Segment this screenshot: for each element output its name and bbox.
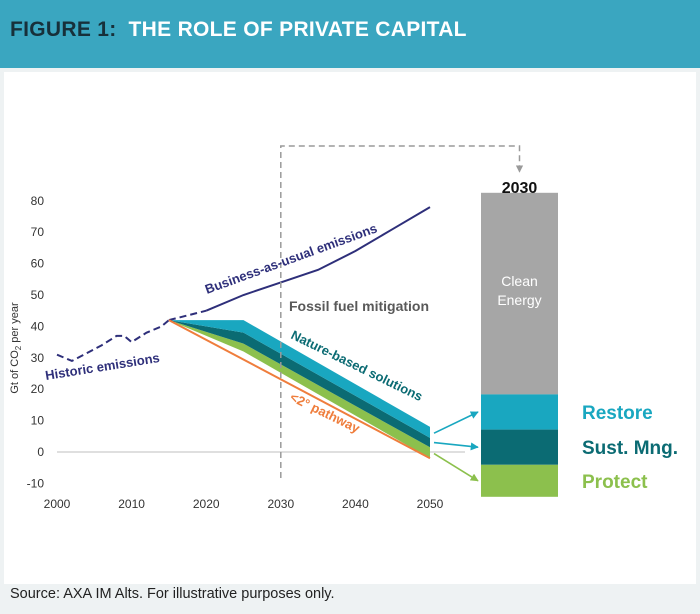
x-tick-label: 2050 [417, 497, 444, 511]
bau-emissions-line [205, 206, 431, 312]
bar-segment-sust-mng [481, 429, 558, 465]
figure-label: FIGURE 1: [10, 18, 117, 41]
fossil-fuel-mitigation-label: Fossil fuel mitigation [289, 298, 429, 314]
bar-segment-clean-energy [481, 192, 558, 395]
legend-sust-mng: Sust. Mng. [582, 438, 678, 459]
y-axis-label: Gt of CO2 per year [9, 302, 23, 394]
pathway-line [168, 319, 431, 460]
y-axis-label-main: Gt of CO [9, 350, 21, 394]
bar-2030: Clean Energy [481, 192, 558, 497]
legend-protect: Protect [582, 472, 648, 493]
figure-header: FIGURE 1: THE ROLE OF PRIVATE CAPITAL [0, 0, 700, 68]
y-tick-label: 0 [37, 445, 44, 459]
chart-card [4, 72, 696, 584]
y-tick-label: 50 [31, 288, 45, 302]
source-note: Source: AXA IM Alts. For illustrative pu… [10, 586, 335, 602]
bar-2030-title: 2030 [502, 180, 538, 197]
legend-restore: Restore [582, 403, 653, 424]
historic-emissions-line [56, 319, 170, 363]
y-axis-label-suffix: per year [9, 302, 21, 346]
y-tick-label: 20 [31, 382, 45, 396]
y-tick-label: 80 [31, 194, 45, 208]
x-tick-label: 2010 [118, 497, 145, 511]
y-tick-label: 70 [31, 225, 45, 239]
x-tick-label: 2000 [44, 497, 71, 511]
x-tick-labels: 2000 2010 2020 2030 2040 2050 [44, 497, 444, 511]
figure-title: FIGURE 1: THE ROLE OF PRIVATE CAPITAL [10, 18, 467, 42]
x-tick-label: 2040 [342, 497, 369, 511]
arrow-to-restore [433, 411, 479, 434]
y-tick-label: -10 [27, 476, 45, 490]
clean-energy-label: Energy [497, 292, 541, 308]
bar-2030-arrows [433, 411, 479, 482]
historic-emissions-label: Historic emissions [44, 350, 161, 383]
bau-emissions-label: Business-as-usual emissions [203, 220, 379, 296]
y-tick-label: 30 [31, 351, 45, 365]
year-2030-connector [280, 145, 524, 478]
clean-energy-label: Clean [501, 273, 538, 289]
x-tick-label: 2030 [267, 497, 294, 511]
y-tick-labels: -10 0 10 20 30 40 50 60 70 80 [27, 194, 45, 491]
y-axis-label-subscript: 2 [14, 345, 23, 350]
x-tick-label: 2020 [193, 497, 220, 511]
bar-2030-legend: Restore Sust. Mng. Protect [582, 403, 678, 493]
y-tick-label: 60 [31, 257, 45, 271]
arrow-to-protect [433, 452, 479, 482]
bar-segment-restore [481, 394, 558, 430]
bar-segment-protect [481, 464, 558, 497]
arrow-to-sust-mng [433, 441, 479, 451]
y-tick-label: 10 [31, 414, 45, 428]
figure-title-text: THE ROLE OF PRIVATE CAPITAL [128, 18, 467, 41]
bau-emissions-dashed-line [168, 309, 207, 322]
y-tick-label: 40 [31, 319, 45, 333]
